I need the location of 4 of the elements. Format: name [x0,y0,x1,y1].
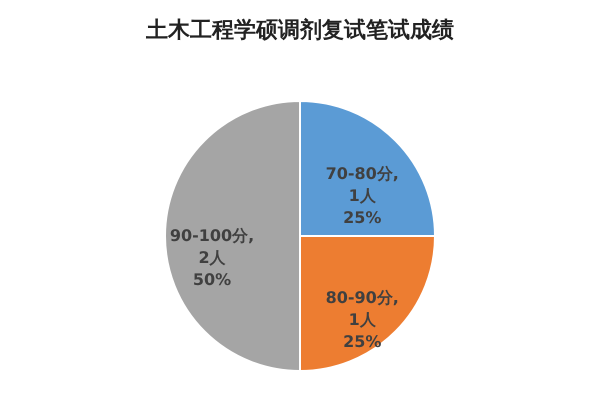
slice-label: 80-90分, 1人 25% [326,288,399,352]
chart-title: 土木工程学硕调剂复试笔试成绩 [145,17,454,43]
slice-label: 70-80分, 1人 25% [326,164,399,227]
slice-label: 90-100分, 2人 50% [170,226,254,289]
